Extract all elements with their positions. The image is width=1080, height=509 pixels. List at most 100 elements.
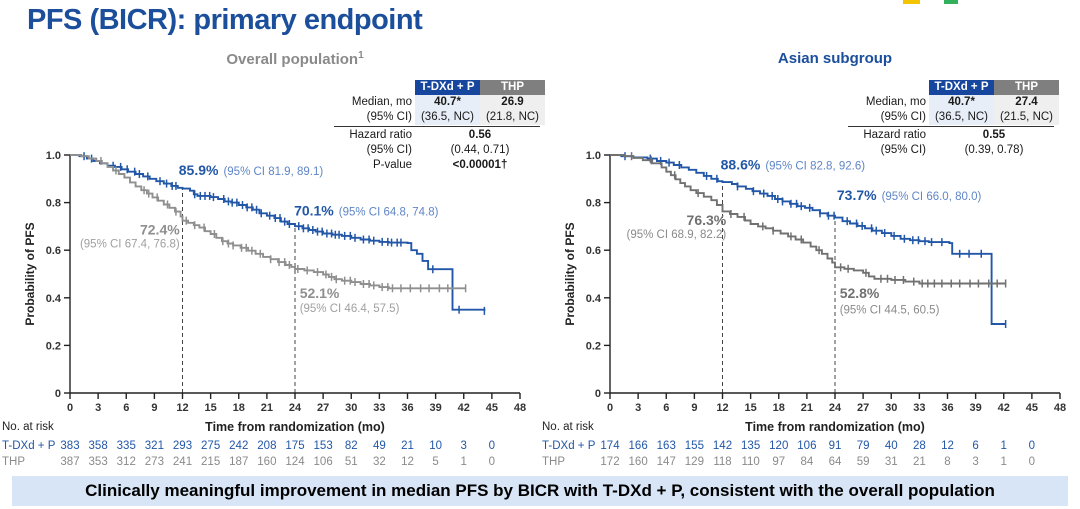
column-header-tdxd: T-DXd + P	[929, 80, 994, 95]
risk-count: 21	[913, 456, 926, 468]
risk-count: 175	[285, 440, 304, 452]
pvalue-value: <0.00001†	[452, 159, 508, 171]
median-ci-tdxd: (36.5, NC)	[929, 110, 994, 125]
landmark-annotation-pct: 52.1%	[300, 285, 340, 301]
logo-fragment-yellow-icon	[903, 0, 920, 4]
x-tick-label: 24	[289, 402, 302, 414]
km-chart-asian: 00.20.40.60.81.00 3 6 9 12 15 18 21 24 27 30 33 36 39…	[542, 150, 1066, 468]
risk-count: 275	[201, 440, 220, 452]
y-axis-label: Probability of PFS	[23, 222, 37, 325]
y-tick-label: 0.2	[586, 340, 601, 352]
median-ci-thp: (21.8, NC)	[480, 110, 545, 125]
column-header-tdxd: T-DXd + P	[415, 80, 480, 95]
median-value-tdxd: 40.7*	[415, 95, 480, 110]
risk-count: 106	[797, 440, 816, 452]
km-curve-thp	[70, 154, 466, 290]
risk-count: 12	[941, 440, 954, 452]
x-axis-label: Time from randomization (mo)	[205, 420, 385, 434]
risk-count: 358	[89, 440, 108, 452]
x-tick-label: 15	[745, 402, 757, 414]
risk-count: 174	[600, 440, 620, 452]
risk-row-name-thp: THP	[2, 456, 25, 468]
risk-count: 242	[229, 440, 248, 452]
risk-count: 160	[257, 456, 276, 468]
chart-subtitle-asian-text: Asian subgroup	[777, 50, 893, 67]
risk-count: 32	[373, 456, 386, 468]
censor-marks-thp	[630, 152, 1007, 288]
y-tick-label: 1.0	[46, 150, 61, 162]
risk-count: 0	[1029, 440, 1035, 452]
y-axis-label: Probability of PFS	[563, 222, 577, 325]
hazard-ratio-ci-row: (95% CI) (0.39, 0.78)	[848, 143, 1059, 158]
chart-subtitle-overall-text: Overall population	[226, 51, 359, 68]
x-tick-label: 39	[430, 402, 442, 414]
risk-count: 1	[1001, 456, 1007, 468]
risk-row-name-thp: THP	[542, 456, 565, 468]
hazard-ratio-ci-row: (95% CI) (0.44, 0.71)	[334, 143, 545, 158]
risk-count: 1	[1001, 440, 1007, 452]
x-tick-label: 42	[998, 402, 1010, 414]
risk-count: 82	[345, 440, 358, 452]
median-label: Median, mo	[351, 96, 412, 108]
risk-count: 208	[257, 440, 276, 452]
risk-count: 129	[685, 456, 704, 468]
landmark-annotation: 88.6% (95% CI 82.8, 92.6)	[721, 156, 866, 172]
chart-subtitle-overall: Overall population1	[70, 50, 520, 68]
risk-count: 59	[857, 456, 870, 468]
stats-header-row: T-DXd + P THP	[848, 80, 1059, 95]
hazard-ratio-ci-value: (0.44, 0.71)	[450, 144, 510, 156]
risk-count: 155	[685, 440, 704, 452]
x-axis-label: Time from randomization (mo)	[745, 420, 925, 434]
x-tick-label: 0	[67, 402, 73, 414]
conclusion-banner: Clinically meaningful improvement in med…	[12, 476, 1068, 506]
risk-count: 241	[173, 456, 192, 468]
median-ci-row: (95% CI) (36.5, NC) (21.8, NC)	[334, 110, 545, 125]
risk-count: 21	[401, 440, 414, 452]
km-curve-tdxd	[610, 154, 1006, 325]
y-tick-label: 0.6	[46, 245, 61, 257]
x-tick-label: 39	[970, 402, 982, 414]
risk-count: 383	[60, 440, 79, 452]
hazard-ratio-value: 0.56	[468, 129, 492, 141]
stats-table-asian: T-DXd + P THP Median, mo 40.7* 27.4 (95%…	[848, 80, 1059, 158]
landmark-annotation-ci: (95% CI 44.5, 60.5)	[840, 304, 940, 316]
x-tick-label: 33	[913, 402, 925, 414]
median-row: Median, mo 40.7* 27.4	[848, 95, 1059, 110]
x-tick-label: 12	[716, 402, 728, 414]
x-tick-label: 48	[1054, 402, 1066, 414]
x-tick-label: 15	[205, 402, 217, 414]
x-tick-label: 0	[607, 402, 613, 414]
stats-divider	[334, 126, 540, 127]
chart-subtitle-overall-footnote-marker: 1	[358, 50, 364, 61]
x-tick-label: 9	[151, 402, 157, 414]
risk-count: 321	[145, 440, 164, 452]
median-value-tdxd: 40.7*	[929, 95, 994, 110]
hazard-ratio-ci-label: (95% CI)	[880, 144, 926, 156]
risk-count: 8	[944, 456, 950, 468]
risk-count: 147	[657, 456, 676, 468]
stats-header-row: T-DXd + P THP	[334, 80, 545, 95]
x-tick-label: 45	[1026, 402, 1038, 414]
km-chart-overall: 00.20.40.60.81.00 3 6 9 12 15 18 21 24 27 30 33 36 39…	[2, 150, 526, 468]
panel-asian-subgroup: Asian subgroup T-DXd + P THP Median, mo …	[540, 0, 1080, 478]
risk-count: 163	[657, 440, 676, 452]
landmark-annotation-pct: 76.3%	[687, 212, 727, 228]
risk-count: 40	[885, 440, 898, 452]
x-tick-label: 36	[401, 402, 413, 414]
hazard-ratio-label: Hazard ratio	[349, 129, 412, 141]
x-tick-label: 36	[941, 402, 953, 414]
risk-count: 97	[772, 456, 785, 468]
hazard-ratio-row: Hazard ratio 0.55	[848, 128, 1059, 143]
risk-count: 51	[345, 456, 358, 468]
risk-count: 12	[401, 456, 414, 468]
risk-count: 215	[201, 456, 220, 468]
median-ci-tdxd: (36.5, NC)	[415, 110, 480, 125]
y-tick-label: 0.4	[586, 293, 602, 305]
km-curve-thp	[610, 154, 1006, 285]
risk-count: 5	[432, 456, 438, 468]
page-title: PFS (BICR): primary endpoint	[27, 4, 423, 36]
x-tick-label: 9	[691, 402, 697, 414]
risk-count: 0	[489, 440, 495, 452]
hazard-ratio-ci-label: (95% CI)	[366, 144, 412, 156]
